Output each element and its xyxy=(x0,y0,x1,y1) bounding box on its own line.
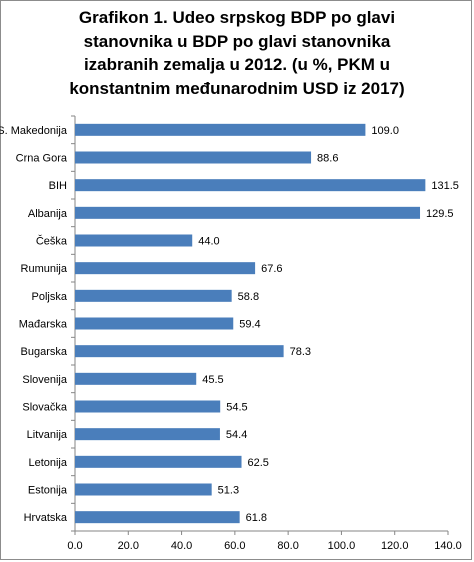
category-label: Bugarska xyxy=(21,346,68,358)
category-label: Crna Gora xyxy=(16,153,68,165)
value-label: 59.4 xyxy=(239,319,260,331)
title-line-2: stanovnika u BDP po glavi stanovnika xyxy=(83,31,391,51)
x-tick-label: 40.0 xyxy=(171,540,192,552)
x-tick-label: 140.0 xyxy=(434,540,462,552)
value-label: 51.3 xyxy=(218,485,239,497)
bar xyxy=(75,511,240,524)
value-label: 88.6 xyxy=(317,153,338,165)
x-tick-label: 20.0 xyxy=(118,540,139,552)
value-label: 44.0 xyxy=(198,236,219,248)
x-tick-label: 0.0 xyxy=(67,540,82,552)
bar xyxy=(75,428,220,441)
bar xyxy=(75,151,312,164)
x-tick-label: 100.0 xyxy=(328,540,356,552)
category-label: Albanija xyxy=(28,208,68,220)
bar xyxy=(75,483,212,496)
bar xyxy=(75,289,232,302)
bar xyxy=(75,455,242,468)
category-label: Slovačka xyxy=(22,402,68,414)
bar xyxy=(75,262,256,275)
chart-title: Grafikon 1. Udeo srpskog BDP po glavi st… xyxy=(10,6,464,100)
category-label: Mađarska xyxy=(19,319,68,331)
value-label: 131.5 xyxy=(431,180,459,192)
value-label: 54.4 xyxy=(226,429,247,441)
bar xyxy=(75,123,366,136)
category-label: BIH xyxy=(49,180,67,192)
value-label: 129.5 xyxy=(426,208,454,220)
category-label: Slovenija xyxy=(22,374,68,386)
bar xyxy=(75,234,193,247)
category-label: Letonija xyxy=(28,457,67,469)
category-label: Poljska xyxy=(32,291,68,303)
value-label: 62.5 xyxy=(248,457,269,469)
title-line-4: konstantnim međunarodnim USD iz 2017) xyxy=(69,78,405,98)
bar xyxy=(75,317,234,330)
category-label: Češka xyxy=(36,235,68,248)
bar xyxy=(75,345,284,358)
x-tick-label: 60.0 xyxy=(224,540,245,552)
bar xyxy=(75,372,197,385)
value-label: 109.0 xyxy=(371,125,399,137)
title-line-1: Grafikon 1. Udeo srpskog BDP po glavi xyxy=(78,8,396,27)
value-label: 61.8 xyxy=(246,512,267,524)
bar xyxy=(75,179,426,192)
title-line-3: izabranih zemalja u 2012. (u %, PKM u xyxy=(83,55,391,74)
bar xyxy=(75,206,421,219)
x-tick-label: 80.0 xyxy=(277,540,298,552)
category-label: Litvanija xyxy=(27,429,68,441)
category-label: Rumunija xyxy=(21,263,68,275)
category-label: Estonija xyxy=(28,485,68,497)
value-label: 45.5 xyxy=(202,374,223,386)
value-label: 67.6 xyxy=(261,263,282,275)
value-label: 58.8 xyxy=(238,291,259,303)
category-label: S. Makedonija xyxy=(0,125,68,137)
bar xyxy=(75,400,221,413)
value-label: 54.5 xyxy=(226,402,247,414)
x-tick-label: 120.0 xyxy=(381,540,409,552)
category-label: Hrvatska xyxy=(24,512,68,524)
value-label: 78.3 xyxy=(290,346,311,358)
